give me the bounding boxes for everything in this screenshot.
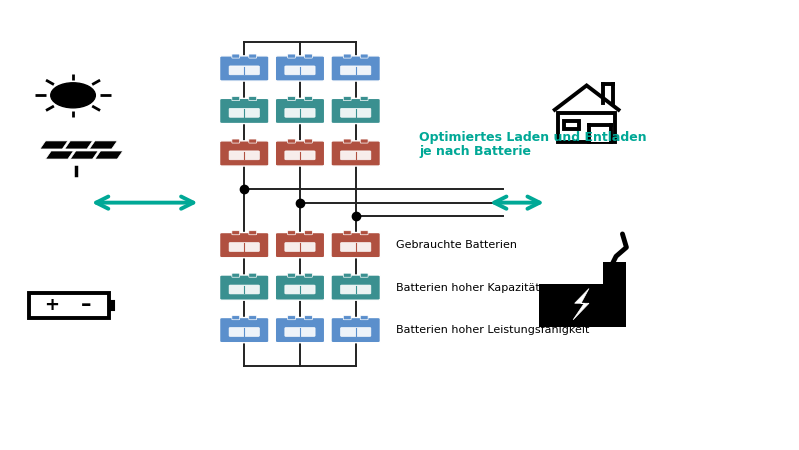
Text: Optimiertes Laden und Entladen
je nach Batterie: Optimiertes Laden und Entladen je nach B… [419,130,647,158]
FancyBboxPatch shape [248,54,256,58]
FancyBboxPatch shape [589,125,611,142]
FancyBboxPatch shape [285,243,315,252]
FancyBboxPatch shape [248,97,256,101]
FancyBboxPatch shape [344,231,351,235]
Text: Batterien hoher Kapazität: Batterien hoher Kapazität [396,283,539,293]
FancyBboxPatch shape [331,99,380,124]
FancyBboxPatch shape [109,301,114,310]
FancyBboxPatch shape [331,56,380,81]
FancyBboxPatch shape [229,151,260,160]
FancyBboxPatch shape [539,284,626,327]
Text: Gebrauchte Batterien: Gebrauchte Batterien [396,240,516,250]
Polygon shape [573,288,589,320]
FancyBboxPatch shape [360,273,368,277]
FancyBboxPatch shape [248,231,256,235]
FancyBboxPatch shape [220,275,269,300]
FancyBboxPatch shape [360,316,368,320]
FancyBboxPatch shape [276,275,324,300]
FancyBboxPatch shape [304,231,312,235]
FancyBboxPatch shape [288,54,296,58]
FancyBboxPatch shape [288,316,296,320]
FancyBboxPatch shape [285,108,315,117]
FancyBboxPatch shape [276,318,324,343]
FancyBboxPatch shape [288,97,296,101]
FancyBboxPatch shape [30,292,109,319]
FancyBboxPatch shape [276,233,324,258]
FancyBboxPatch shape [564,121,578,129]
Circle shape [51,83,95,108]
FancyBboxPatch shape [331,275,380,300]
FancyBboxPatch shape [248,139,256,143]
FancyBboxPatch shape [304,139,312,143]
FancyBboxPatch shape [285,328,315,337]
FancyBboxPatch shape [304,97,312,101]
FancyBboxPatch shape [344,139,351,143]
FancyBboxPatch shape [229,243,260,252]
FancyBboxPatch shape [285,285,315,294]
FancyBboxPatch shape [285,151,315,160]
FancyBboxPatch shape [229,66,260,75]
FancyBboxPatch shape [288,139,296,143]
Polygon shape [65,141,93,149]
FancyBboxPatch shape [276,141,324,166]
FancyBboxPatch shape [220,141,269,166]
FancyBboxPatch shape [340,66,371,75]
FancyBboxPatch shape [248,316,256,320]
Text: –: – [81,295,92,315]
Text: +: + [44,296,59,314]
FancyBboxPatch shape [340,108,371,117]
Text: Batterien hoher Leistungsfähigkeit: Batterien hoher Leistungsfähigkeit [396,325,589,335]
FancyBboxPatch shape [340,328,371,337]
FancyBboxPatch shape [360,139,368,143]
FancyBboxPatch shape [331,318,380,343]
FancyBboxPatch shape [276,56,324,81]
FancyBboxPatch shape [360,97,368,101]
FancyBboxPatch shape [232,97,240,101]
FancyBboxPatch shape [360,54,368,58]
FancyBboxPatch shape [229,285,260,294]
FancyBboxPatch shape [288,231,296,235]
Polygon shape [89,141,117,149]
FancyBboxPatch shape [232,54,240,58]
FancyBboxPatch shape [232,231,240,235]
FancyBboxPatch shape [340,285,371,294]
FancyBboxPatch shape [220,233,269,258]
FancyBboxPatch shape [229,108,260,117]
FancyBboxPatch shape [220,56,269,81]
FancyBboxPatch shape [340,243,371,252]
FancyBboxPatch shape [229,328,260,337]
FancyBboxPatch shape [232,273,240,277]
FancyBboxPatch shape [344,316,351,320]
FancyBboxPatch shape [344,54,351,58]
FancyBboxPatch shape [276,99,324,124]
FancyBboxPatch shape [360,231,368,235]
FancyBboxPatch shape [232,139,240,143]
FancyBboxPatch shape [331,141,380,166]
FancyBboxPatch shape [558,113,615,142]
FancyBboxPatch shape [220,99,269,124]
FancyBboxPatch shape [288,273,296,277]
FancyBboxPatch shape [344,273,351,277]
FancyBboxPatch shape [232,316,240,320]
Polygon shape [95,151,123,159]
FancyBboxPatch shape [304,54,312,58]
FancyBboxPatch shape [285,66,315,75]
FancyBboxPatch shape [344,97,351,101]
FancyBboxPatch shape [340,151,371,160]
FancyBboxPatch shape [248,273,256,277]
FancyBboxPatch shape [304,316,312,320]
Polygon shape [46,151,74,159]
FancyBboxPatch shape [602,262,626,327]
Polygon shape [70,151,98,159]
FancyBboxPatch shape [304,273,312,277]
FancyBboxPatch shape [331,233,380,258]
Polygon shape [40,141,68,149]
FancyBboxPatch shape [220,318,269,343]
